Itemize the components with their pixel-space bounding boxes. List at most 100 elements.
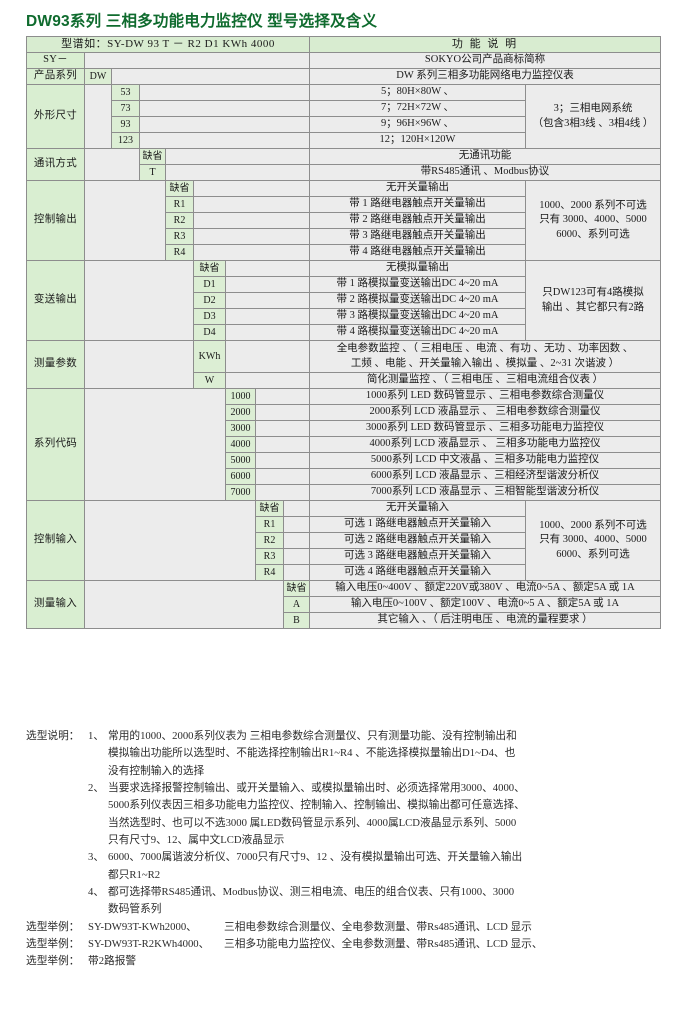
spacer-cell [225, 340, 310, 373]
spacer-cell [193, 228, 310, 245]
row-note-trans-out-line2: 输出 、其它都只有2路 [541, 301, 645, 313]
row-desc-trans-out-d2: 带 2 路模拟量变送输出DC 4~20 mA [309, 292, 526, 309]
table-row: R3 带 3 路继电器触点开关量输出 [27, 228, 661, 245]
example-desc: 三相电参数综合测量仪、全电参数测量、带Rs485通讯、LCD 显示 [224, 920, 532, 933]
code-trans-out-d3: D3 [193, 308, 226, 325]
row-desc-ctrl-out-r1: 带 1 路继电器触点开关量输出 [309, 196, 526, 213]
spacer-cell [84, 180, 166, 261]
code-ctrl-in-r3: R3 [255, 548, 284, 565]
row-note-ctrl-out-line2: 只有 3000、4000、5000 [539, 214, 647, 226]
table-row: W 简化测量监控 、（ 三相电压 、三相电流组合仪表 ） [27, 372, 661, 389]
table-row: R4 带 4 路继电器触点开关量输出 [27, 244, 661, 261]
note-item: 选型说明： 2、 当然选型时、也可以不选3000 属LED数码管显示系列、400… [26, 815, 666, 832]
note-number: 4、 [88, 885, 105, 898]
table-row: R2 带 2 路继电器触点开关量输出 [27, 212, 661, 229]
table-row: 控制输出 缺省 无开关量输出 1000、2000 系列不可选 只有 3000、4… [26, 180, 661, 261]
table-row: 3000 3000系列 LED 数码管显示 、三相多功能电力监控仪 [27, 420, 661, 437]
note-text: 都只R1~R2 [108, 868, 161, 881]
spacer-cell [84, 388, 226, 501]
row-desc-series-6000: 6000系列 LCD 液晶显示 、三相经济型谐波分析仪 [309, 468, 661, 485]
code-size-53: 53 [111, 84, 140, 101]
table-row: 4000 4000系列 LCD 液晶显示 、 三相多功能电力监控仪 [27, 436, 661, 453]
code-trans-out-d2: D2 [193, 292, 226, 309]
code-ctrl-out-r2: R2 [165, 212, 194, 229]
note-item: 选型说明： 4、 都可选择带RS485通讯、Modbus协议、测三相电流、电压的… [26, 884, 666, 901]
row-label-brand: SY－ [26, 52, 85, 69]
table-row: SY－ SOKYO公司产品商标简称 [26, 52, 661, 69]
spacer-cell [283, 532, 310, 549]
spacer-cell [84, 52, 310, 69]
note-text: 当要求选择报警控制输出、或开关量输入、或模拟量输出时、必须选择常用3000、40… [108, 781, 525, 794]
table-row: 123 12；120H×120W [27, 132, 661, 149]
row-desc-trans-out-default: 无模拟量输出 [309, 260, 526, 277]
row-label-series-code: 系列代码 [26, 388, 85, 501]
model-example-header: 型谱如：SY-DW 93 T － R2 D1 KWh 4000 [26, 36, 310, 53]
code-size-123: 123 [111, 132, 140, 149]
table-row: 测量参数 KWh 全电参数监控 、（ 三相电压 、电流 、有功 、无功 、功率因… [26, 340, 661, 389]
row-note-ctrl-in: 1000、2000 系列不可选 只有 3000、4000、5000 6000、系… [525, 500, 661, 581]
model-selection-table: 型谱如：SY-DW 93 T － R2 D1 KWh 4000 功 能 说 明 … [26, 36, 661, 629]
selection-notes-label: 选型说明： [26, 730, 80, 742]
code-measure-w: W [193, 372, 226, 389]
note-number: 2、 [88, 781, 105, 794]
table-header-row: 型谱如：SY-DW 93 T － R2 D1 KWh 4000 功 能 说 明 [26, 36, 661, 53]
code-trans-out-d4: D4 [193, 324, 226, 341]
code-dw: DW [84, 68, 112, 85]
spacer-cell [225, 276, 310, 293]
note-item: 选型说明： 1、 没有控制输入的选择 [26, 763, 666, 780]
note-number: 1、 [88, 730, 105, 742]
spacer-cell [193, 212, 310, 229]
row-desc-size-53: 5；80H×80W 、 [309, 84, 526, 101]
code-ctrl-out-r3: R3 [165, 228, 194, 245]
table-row: 6000 6000系列 LCD 液晶显示 、三相经济型谐波分析仪 [27, 468, 661, 485]
spacer-cell [255, 484, 310, 501]
spacer-cell [193, 180, 310, 197]
spacer-cell [84, 260, 194, 341]
note-text: 只有尺寸9、12、属中文LCD液晶显示 [108, 833, 285, 846]
example-label-spacer: 选型举例： [26, 955, 80, 968]
row-note-ctrl-out-line3: 6000、系列可选 [556, 228, 630, 240]
note-item: 选型说明： 1、 模拟输出功能所以选型时、不能选择控制输出R1~R4 、不能选择… [26, 745, 666, 762]
spacer-cell [255, 452, 310, 469]
note-text: 都可选择带RS485通讯、Modbus协议、测三相电流、电压的组合仪表、只有10… [108, 885, 515, 898]
code-ctrl-out-r4: R4 [165, 244, 194, 261]
row-desc-ctrl-in-r3: 可选 3 路继电器触点开关量输入 [309, 548, 526, 565]
row-note-trans-out: 只DW123可有4路模拟 输出 、其它都只有2路 [525, 260, 661, 341]
code-series-5000: 5000 [225, 452, 256, 469]
example-model: SY-DW93T-KWh2000、 [88, 920, 197, 933]
spacer-cell [255, 436, 310, 453]
spacer-cell [225, 324, 310, 341]
example-item: 选型举例： SY-DW93T-R2KWh4000、 三相多功能电力监控仪、全电参… [26, 936, 666, 953]
code-size-93: 93 [111, 116, 140, 133]
spacer-cell [84, 500, 256, 581]
note-text: 5000系列仪表因三相多功能电力监控仪、控制输入、控制输出、模拟输出都可任意选择… [108, 799, 525, 812]
table-row: B 其它输入 、（ 后注明电压 、电流的量程要求 ） [27, 612, 661, 629]
row-note-dimension-line1: 3；三相电网系统 [553, 103, 633, 115]
table-row: 通讯方式 缺省 无通讯功能 [26, 148, 661, 181]
row-desc-measure-kwh-line1: 全电参数监控 、（ 三相电压 、电流 、有功 、无功 、功率因数 、 [336, 343, 634, 355]
row-note-ctrl-out: 1000、2000 系列不可选 只有 3000、4000、5000 6000、系… [525, 180, 661, 261]
note-text: 数码管系列 [108, 903, 162, 916]
table-row: D1 带 1 路模拟量变送输出DC 4~20 mA [27, 276, 661, 293]
code-comm-t: T [139, 164, 166, 181]
table-row: R1 可选 1 路继电器触点开关量输入 [27, 516, 661, 533]
row-desc-ctrl-in-r1: 可选 1 路继电器触点开关量输入 [309, 516, 526, 533]
code-series-4000: 4000 [225, 436, 256, 453]
row-desc-measure-in-default: 输入电压0~400V 、额定220V或380V 、电流0~5A 、额定5A 或 … [309, 580, 661, 597]
row-desc-measure-kwh-line2: 工频 、电能 、开关量输入输出 、模拟量 、2~31 次谐波 ） [350, 357, 620, 369]
table-row: A 输入电压0~100V 、额定100V 、电流0~5 A 、额定5A 或 1A [27, 596, 661, 613]
spacer-cell [225, 292, 310, 309]
spacer-cell [225, 308, 310, 325]
note-item: 选型说明： 4、 数码管系列 [26, 901, 666, 918]
spacer-cell [225, 260, 310, 277]
note-item: 选型说明： 3、 都只R1~R2 [26, 867, 666, 884]
code-ctrl-in-r2: R2 [255, 532, 284, 549]
selection-notes: 选型说明： 1、 常用的1000、2000系列仪表为 三相电参数综合测量仪、只有… [26, 728, 666, 971]
spacer-cell [165, 164, 310, 181]
table-row: D2 带 2 路模拟量变送输出DC 4~20 mA [27, 292, 661, 309]
row-desc-brand: SOKYO公司产品商标简称 [309, 52, 661, 69]
spacer-cell [255, 468, 310, 485]
example-model: SY-DW93T-R2KWh4000、 [88, 937, 210, 950]
code-trans-out-d1: D1 [193, 276, 226, 293]
code-ctrl-in-default: 缺省 [255, 500, 284, 517]
